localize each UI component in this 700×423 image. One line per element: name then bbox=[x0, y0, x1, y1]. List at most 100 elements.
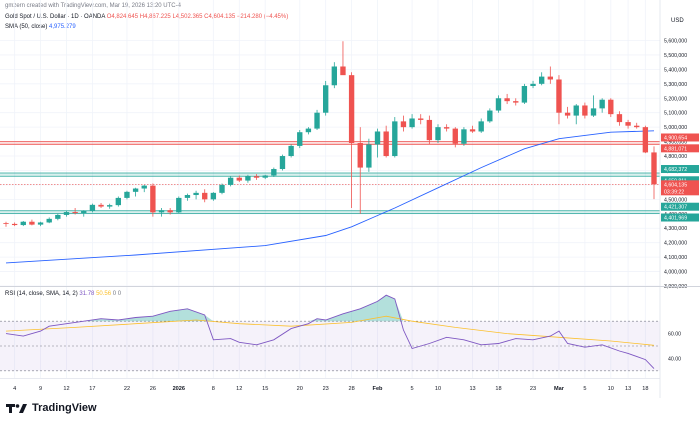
rsi-ma-line bbox=[5, 315, 655, 346]
candle bbox=[98, 202, 104, 209]
candle bbox=[323, 80, 329, 116]
ohlc-change: −214.280 (−4.45%) bbox=[236, 14, 289, 20]
candle-body bbox=[314, 112, 320, 129]
candle-body bbox=[20, 221, 26, 226]
candle bbox=[366, 138, 372, 172]
candle bbox=[530, 80, 536, 89]
candle-body bbox=[167, 210, 173, 213]
candle bbox=[400, 115, 407, 132]
price-tick-label: 4,100,000 bbox=[664, 255, 687, 261]
candle-body bbox=[81, 210, 87, 214]
price-tick-label: 5,400,000 bbox=[664, 67, 687, 73]
tradingview-logo[interactable]: TradingView bbox=[6, 402, 97, 414]
candle bbox=[115, 196, 121, 207]
candle bbox=[141, 184, 147, 193]
candle-body bbox=[297, 132, 303, 146]
candle bbox=[193, 190, 199, 200]
candle-body bbox=[556, 79, 562, 113]
candle-body bbox=[547, 76, 553, 80]
candle bbox=[564, 106, 571, 119]
time-tick-label: 23 bbox=[323, 386, 329, 392]
candle bbox=[443, 124, 450, 132]
candle bbox=[409, 114, 415, 129]
candle bbox=[314, 109, 320, 131]
candle bbox=[374, 128, 381, 158]
price-tick-label: 5,000,000 bbox=[664, 125, 687, 131]
candle-body bbox=[513, 101, 519, 103]
candle bbox=[271, 167, 277, 177]
candle-body bbox=[236, 177, 242, 181]
candle-body bbox=[63, 212, 70, 215]
candle-body bbox=[348, 75, 355, 144]
tradingview-logo-icon bbox=[6, 404, 27, 413]
candle bbox=[288, 144, 294, 158]
zone-price-tag bbox=[661, 213, 699, 222]
candle-body bbox=[409, 118, 415, 128]
candle bbox=[573, 104, 579, 125]
candle bbox=[590, 95, 597, 118]
candle-body bbox=[443, 127, 450, 129]
candle-body bbox=[582, 105, 588, 116]
candle bbox=[547, 66, 553, 84]
candle-body bbox=[305, 128, 312, 133]
candle-body bbox=[72, 212, 78, 214]
time-tick-label: 12 bbox=[63, 386, 69, 392]
candle bbox=[55, 213, 61, 221]
candle bbox=[227, 176, 234, 187]
rsi-band bbox=[0, 321, 660, 371]
candle-body bbox=[530, 83, 536, 86]
candle-body bbox=[616, 114, 623, 123]
candle bbox=[219, 183, 225, 195]
rsi-tick-label: 40.00 bbox=[668, 356, 681, 362]
candle bbox=[81, 210, 87, 217]
rsi-legend-band-upper: 0 bbox=[112, 291, 117, 297]
tradingview-wordmark: TradingView bbox=[32, 402, 97, 414]
price-tick-label: 4,900,000 bbox=[664, 140, 687, 146]
symbol-legend[interactable]: Gold Spot / U.S. Dollar · 1D · OANDA O4,… bbox=[5, 14, 288, 20]
candle bbox=[89, 203, 96, 213]
candle bbox=[331, 62, 337, 89]
candle-body bbox=[331, 66, 337, 86]
candle bbox=[132, 187, 139, 197]
candle-body bbox=[210, 192, 217, 200]
sma-legend[interactable]: SMA (50, close) 4,975.279 bbox=[5, 24, 76, 30]
candle-body bbox=[504, 98, 510, 102]
time-tick-label: 9 bbox=[39, 386, 42, 392]
candle-body bbox=[202, 192, 208, 200]
time-tick-label: 5 bbox=[583, 386, 586, 392]
candle bbox=[608, 98, 614, 118]
candle bbox=[599, 98, 605, 113]
candle-body bbox=[124, 191, 130, 198]
candle bbox=[357, 127, 363, 214]
currency-label: USD bbox=[671, 18, 684, 24]
candle-body bbox=[374, 131, 381, 145]
rsi-legend[interactable]: RSI (14, close, SMA, 14, 2) 31.78 50.56 … bbox=[5, 291, 121, 297]
candle-body bbox=[288, 145, 294, 157]
price-tick-label: 5,500,000 bbox=[664, 53, 687, 59]
ohlc-open: O4,824.645 bbox=[106, 14, 139, 20]
time-tick-label: 2026 bbox=[173, 386, 185, 392]
candle-body bbox=[55, 214, 61, 219]
candle bbox=[452, 127, 458, 148]
candle bbox=[3, 221, 9, 227]
candle bbox=[210, 192, 217, 201]
zone-price-tag bbox=[661, 176, 699, 185]
candle bbox=[202, 189, 208, 203]
time-tick-label: 23 bbox=[530, 386, 536, 392]
ohlc-close: C4,604.135 bbox=[204, 14, 236, 20]
candle-body bbox=[158, 210, 165, 213]
candle-body bbox=[219, 184, 225, 193]
candle bbox=[348, 72, 355, 209]
rsi-legend-ma: 50.56 bbox=[96, 291, 112, 297]
time-tick-label: 8 bbox=[212, 386, 215, 392]
candle-body bbox=[253, 176, 260, 178]
candle bbox=[634, 122, 640, 129]
candle bbox=[487, 108, 493, 123]
time-tick-label: 15 bbox=[262, 386, 268, 392]
candle bbox=[504, 93, 510, 105]
last-price-label: 4,604,135 bbox=[664, 182, 687, 188]
candle bbox=[297, 130, 303, 149]
candle-body bbox=[642, 127, 649, 153]
